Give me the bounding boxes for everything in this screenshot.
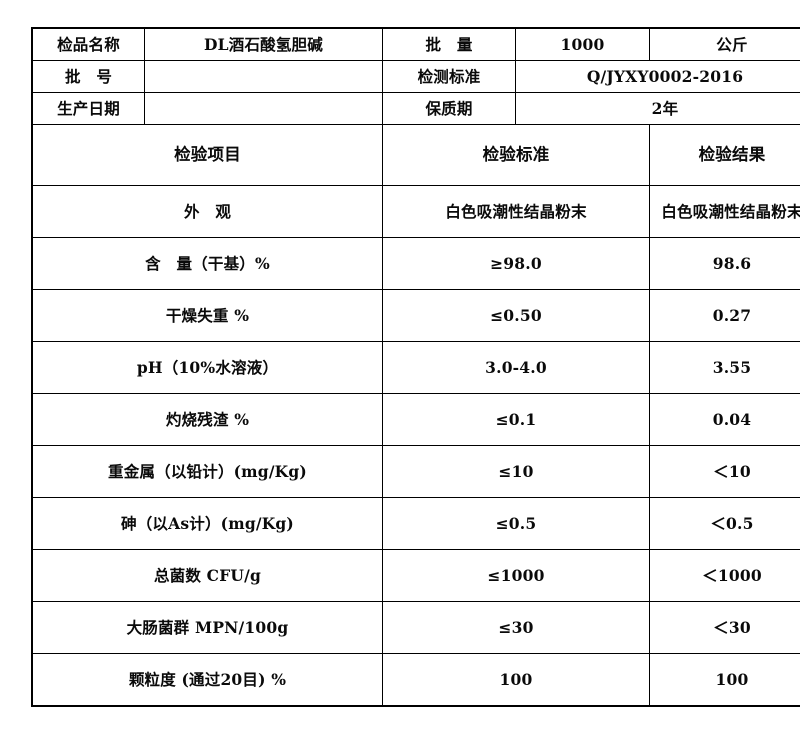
cell-standard: 100 bbox=[382, 653, 650, 707]
cell-result: ＜30 bbox=[649, 601, 800, 654]
label-sample-name: 检品名称 bbox=[31, 27, 145, 61]
value-test-standard: Q/JYXY0002-2016 bbox=[515, 60, 800, 93]
table-row: 颗粒度 (通过20目) % 100 100 bbox=[31, 653, 800, 707]
label-batch-number: 批 号 bbox=[31, 60, 145, 93]
table-row: pH（10%水溶液） 3.0-4.0 3.55 bbox=[31, 341, 800, 394]
cell-result: 0.04 bbox=[649, 393, 800, 446]
info-row-product: 检品名称 DL酒石酸氢胆碱 批 量 1000 公斤 bbox=[31, 27, 800, 61]
label-test-standard: 检测标准 bbox=[382, 60, 516, 93]
cell-item: 干燥失重 % bbox=[31, 289, 383, 342]
table-row: 总菌数 CFU/g ≤1000 ＜1000 bbox=[31, 549, 800, 602]
cell-result: 100 bbox=[649, 653, 800, 707]
column-header-standard: 检验标准 bbox=[382, 124, 650, 186]
cell-item: 颗粒度 (通过20目) % bbox=[31, 653, 383, 707]
cell-standard: ≤0.5 bbox=[382, 497, 650, 550]
cell-item: 砷（以As计）(mg/Kg) bbox=[31, 497, 383, 550]
label-shelf-life: 保质期 bbox=[382, 92, 516, 125]
cell-item: 外 观 bbox=[31, 185, 383, 238]
cell-standard: ≥98.0 bbox=[382, 237, 650, 290]
cell-result: ＜1000 bbox=[649, 549, 800, 602]
value-production-date bbox=[144, 92, 383, 125]
cell-standard: ≤1000 bbox=[382, 549, 650, 602]
cell-item: 灼烧残渣 % bbox=[31, 393, 383, 446]
cell-result: 3.55 bbox=[649, 341, 800, 394]
cell-standard: 白色吸潮性结晶粉末 bbox=[382, 185, 650, 238]
table-row: 大肠菌群 MPN/100g ≤30 ＜30 bbox=[31, 601, 800, 654]
table-body: 检品名称 DL酒石酸氢胆碱 批 量 1000 公斤 批 号 检测标准 Q/JYX… bbox=[31, 27, 800, 707]
cell-result: 0.27 bbox=[649, 289, 800, 342]
column-header-result: 检验结果 bbox=[649, 124, 800, 186]
cell-result: 98.6 bbox=[649, 237, 800, 290]
cell-standard: ≤10 bbox=[382, 445, 650, 498]
cell-item: 大肠菌群 MPN/100g bbox=[31, 601, 383, 654]
cell-item: 总菌数 CFU/g bbox=[31, 549, 383, 602]
table-row: 外 观 白色吸潮性结晶粉末 白色吸潮性结晶粉末 bbox=[31, 185, 800, 238]
cell-result: 白色吸潮性结晶粉末 bbox=[649, 185, 800, 238]
cell-standard: ≤0.50 bbox=[382, 289, 650, 342]
value-batch-size: 1000 bbox=[515, 27, 650, 61]
info-row-production-date: 生产日期 保质期 2年 bbox=[31, 92, 800, 125]
cell-standard: ≤0.1 bbox=[382, 393, 650, 446]
value-batch-unit: 公斤 bbox=[649, 27, 800, 61]
cell-standard: 3.0-4.0 bbox=[382, 341, 650, 394]
certificate-of-analysis-table: 检品名称 DL酒石酸氢胆碱 批 量 1000 公斤 批 号 检测标准 Q/JYX… bbox=[31, 27, 800, 707]
column-header-row: 检验项目 检验标准 检验结果 bbox=[31, 124, 800, 186]
cell-item: 重金属（以铅计）(mg/Kg) bbox=[31, 445, 383, 498]
label-production-date: 生产日期 bbox=[31, 92, 145, 125]
info-row-batch-number: 批 号 检测标准 Q/JYXY0002-2016 bbox=[31, 60, 800, 93]
value-sample-name: DL酒石酸氢胆碱 bbox=[144, 27, 383, 61]
cell-item: pH（10%水溶液） bbox=[31, 341, 383, 394]
value-shelf-life: 2年 bbox=[515, 92, 800, 125]
table-row: 重金属（以铅计）(mg/Kg) ≤10 ＜10 bbox=[31, 445, 800, 498]
table-row: 含 量（干基）% ≥98.0 98.6 bbox=[31, 237, 800, 290]
column-header-item: 检验项目 bbox=[31, 124, 383, 186]
label-batch-size: 批 量 bbox=[382, 27, 516, 61]
table-row: 干燥失重 % ≤0.50 0.27 bbox=[31, 289, 800, 342]
cell-result: ＜10 bbox=[649, 445, 800, 498]
table-row: 砷（以As计）(mg/Kg) ≤0.5 ＜0.5 bbox=[31, 497, 800, 550]
cell-standard: ≤30 bbox=[382, 601, 650, 654]
table-row: 灼烧残渣 % ≤0.1 0.04 bbox=[31, 393, 800, 446]
cell-item: 含 量（干基）% bbox=[31, 237, 383, 290]
value-batch-number bbox=[144, 60, 383, 93]
cell-result: ＜0.5 bbox=[649, 497, 800, 550]
